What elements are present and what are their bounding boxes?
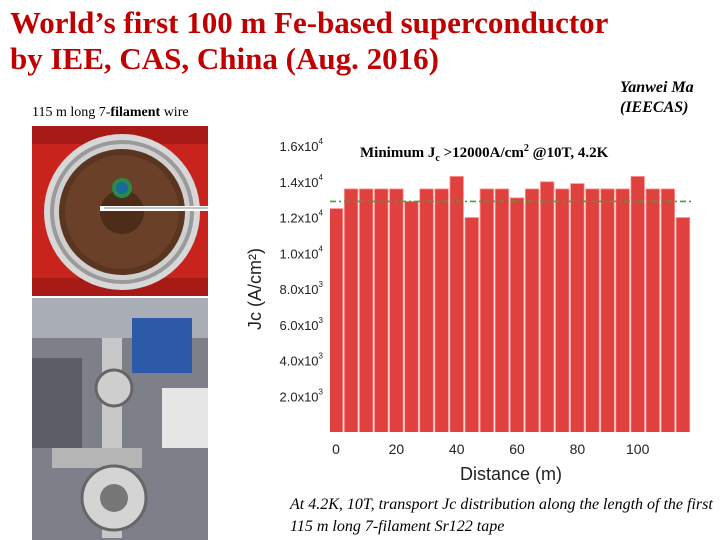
bar-95m — [615, 188, 630, 432]
x-axis-label: Distance (m) — [460, 464, 562, 484]
x-tick-label: 60 — [509, 441, 525, 457]
min-jc-suffix: @10T, 4.2K — [528, 145, 609, 161]
y-tick-mantissa: 6.0x10 — [280, 318, 319, 333]
bar-115m — [675, 217, 691, 432]
x-tick-label: 80 — [570, 441, 586, 457]
bar-55m — [494, 188, 510, 432]
min-jc-sub: c — [435, 153, 440, 164]
y-tick-label: 4.0x103 — [280, 352, 324, 369]
y-tick-exponent: 4 — [319, 244, 324, 253]
wire-caption-prefix: 115 m long 7- — [32, 105, 111, 120]
y-tick-label: 1.4x104 — [280, 173, 324, 190]
y-tick-label: 1.0x104 — [280, 244, 324, 261]
wire-caption-bold: filament — [110, 105, 161, 120]
title-line-2: by IEE, CAS, China (Aug. 2016) — [10, 41, 439, 76]
bar-15m — [374, 188, 389, 432]
y-tick-exponent: 4 — [319, 209, 324, 218]
y-tick-label: 1.2x104 — [280, 209, 324, 226]
bar-25m — [404, 201, 419, 432]
bar-80m — [570, 183, 585, 432]
bar-45m — [464, 217, 479, 432]
bar-10m — [359, 188, 374, 432]
y-tick-label: 6.0x103 — [280, 316, 324, 333]
bar-50m — [479, 188, 495, 432]
x-tick-label: 20 — [389, 441, 405, 457]
wire-caption-suffix: wire — [160, 105, 189, 120]
y-tick-mantissa: 1.2x10 — [280, 211, 319, 226]
x-axis-ticks: 0 20 40 60 80 100 — [332, 441, 649, 457]
min-jc-middle: >12000A/cm — [439, 145, 524, 161]
bar-75m — [555, 188, 570, 432]
bar-110m — [660, 188, 676, 432]
x-tick-label: 100 — [626, 441, 650, 457]
y-tick-mantissa: 8.0x10 — [280, 282, 319, 297]
winding-machine-photo — [32, 298, 208, 540]
author-block: Yanwei Ma (IEECAS) — [620, 78, 694, 118]
bar-5m — [343, 188, 359, 432]
bottom-caption: At 4.2K, 10T, transport Jc distribution … — [290, 496, 713, 535]
bar-105m — [645, 188, 660, 432]
y-tick-exponent: 3 — [319, 352, 324, 361]
bar-40m — [449, 175, 464, 432]
author-name: Yanwei Ma — [620, 79, 694, 96]
y-tick-exponent: 4 — [319, 137, 324, 146]
y-tick-exponent: 4 — [319, 173, 324, 182]
bar-90m — [600, 188, 615, 432]
bar-20m — [389, 188, 404, 432]
bar-85m — [585, 188, 600, 432]
y-tick-mantissa: 1.6x10 — [280, 139, 319, 154]
bar-30m — [419, 188, 434, 432]
y-tick-mantissa: 1.4x10 — [280, 175, 319, 190]
y-axis-label: Jc (A/cm²) — [245, 248, 265, 330]
y-tick-label: 8.0x103 — [280, 280, 324, 297]
y-axis-ticks: 2.0x1034.0x1036.0x1038.0x1031.0x1041.2x1… — [280, 137, 324, 404]
x-tick-label: 0 — [332, 441, 340, 457]
y-tick-mantissa: 2.0x10 — [280, 389, 319, 404]
y-tick-mantissa: 4.0x10 — [280, 354, 319, 369]
y-tick-exponent: 3 — [319, 387, 324, 396]
bar-100m — [630, 175, 645, 432]
jc-distribution-chart: Jc (A/cm²) Distance (m) 2.0x1034.0x1036.… — [245, 137, 692, 484]
bar-70m — [540, 181, 555, 432]
x-tick-label: 40 — [449, 441, 465, 457]
y-tick-exponent: 3 — [319, 280, 324, 289]
title-line-1: World’s first 100 m Fe-based superconduc… — [10, 5, 609, 40]
bar-0m — [330, 208, 344, 432]
bar-60m — [509, 197, 525, 432]
y-tick-mantissa: 1.0x10 — [280, 246, 319, 261]
y-tick-label: 1.6x104 — [280, 137, 324, 154]
min-jc-sup: 2 — [523, 143, 529, 154]
y-tick-exponent: 3 — [319, 316, 324, 325]
y-axis-label-text: Jc (A/cm²) — [245, 248, 265, 330]
bar-35m — [434, 188, 449, 432]
author-affiliation: (IEECAS) — [620, 99, 689, 116]
bar-series — [330, 175, 691, 432]
bar-65m — [524, 188, 540, 432]
y-tick-label: 2.0x103 — [280, 387, 324, 404]
min-jc-prefix: Minimum J — [360, 145, 436, 161]
wire-spool-photo — [32, 126, 208, 296]
wire-caption: 115 m long 7-filament wire — [32, 105, 189, 121]
minimum-jc-annotation: Minimum Jc >12000A/cm2 @10T, 4.2K — [360, 143, 608, 164]
